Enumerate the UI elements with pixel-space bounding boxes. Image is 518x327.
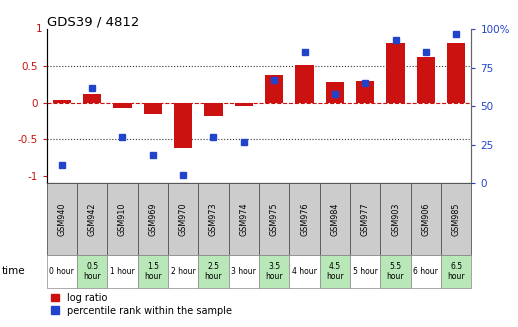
Bar — [77, 255, 107, 288]
Bar — [138, 183, 168, 255]
Bar — [259, 255, 290, 288]
Bar — [107, 183, 138, 255]
Text: 6.5
hour: 6.5 hour — [448, 262, 465, 281]
Bar — [259, 183, 290, 255]
Text: GSM973: GSM973 — [209, 202, 218, 236]
Text: time: time — [2, 267, 25, 276]
Text: GSM910: GSM910 — [118, 202, 127, 236]
Bar — [138, 255, 168, 288]
Text: 4.5
hour: 4.5 hour — [326, 262, 343, 281]
Text: 5 hour: 5 hour — [353, 267, 378, 276]
Text: 1: 1 — [36, 25, 42, 34]
Bar — [143, 103, 162, 114]
Text: GSM903: GSM903 — [391, 202, 400, 236]
Bar — [235, 103, 253, 106]
Bar — [417, 57, 435, 103]
Text: 4 hour: 4 hour — [292, 267, 317, 276]
Text: GSM985: GSM985 — [452, 202, 461, 236]
Bar — [53, 100, 71, 103]
Bar — [326, 82, 344, 103]
Text: 6 hour: 6 hour — [413, 267, 438, 276]
Bar — [411, 255, 441, 288]
Bar — [168, 183, 198, 255]
Bar — [447, 43, 465, 103]
Bar — [47, 183, 77, 255]
Bar — [265, 75, 283, 103]
Bar — [107, 255, 138, 288]
Bar — [83, 94, 101, 103]
Bar — [205, 103, 223, 116]
Text: GDS39 / 4812: GDS39 / 4812 — [47, 15, 139, 28]
Text: GSM975: GSM975 — [270, 202, 279, 236]
Text: 1 hour: 1 hour — [110, 267, 135, 276]
Bar — [411, 183, 441, 255]
Bar — [295, 64, 313, 103]
Bar — [441, 255, 471, 288]
Bar — [168, 255, 198, 288]
Text: GSM940: GSM940 — [57, 202, 66, 236]
Bar — [47, 255, 77, 288]
Bar — [320, 183, 350, 255]
Bar — [350, 255, 380, 288]
Text: 5.5
hour: 5.5 hour — [387, 262, 405, 281]
Text: GSM984: GSM984 — [330, 202, 339, 236]
Bar — [77, 183, 107, 255]
Text: GSM942: GSM942 — [88, 202, 97, 236]
Bar — [356, 81, 375, 103]
Text: GSM977: GSM977 — [361, 202, 370, 236]
Legend: log ratio, percentile rank within the sample: log ratio, percentile rank within the sa… — [51, 293, 232, 316]
Text: 0.5
hour: 0.5 hour — [83, 262, 101, 281]
Bar — [380, 255, 411, 288]
Text: 1.5
hour: 1.5 hour — [144, 262, 162, 281]
Text: GSM906: GSM906 — [421, 202, 430, 236]
Text: 2 hour: 2 hour — [171, 267, 195, 276]
Bar — [198, 255, 228, 288]
Bar — [290, 255, 320, 288]
Bar — [228, 183, 259, 255]
Text: GSM976: GSM976 — [300, 202, 309, 236]
Text: 0 hour: 0 hour — [49, 267, 74, 276]
Text: 3.5
hour: 3.5 hour — [265, 262, 283, 281]
Bar — [350, 183, 380, 255]
Bar — [198, 183, 228, 255]
Text: 2.5
hour: 2.5 hour — [205, 262, 222, 281]
Bar — [228, 255, 259, 288]
Bar — [386, 43, 405, 103]
Bar — [320, 255, 350, 288]
Bar — [380, 183, 411, 255]
Bar — [441, 183, 471, 255]
Text: GSM969: GSM969 — [148, 202, 157, 236]
Text: GSM974: GSM974 — [239, 202, 248, 236]
Bar — [290, 183, 320, 255]
Text: GSM970: GSM970 — [179, 202, 188, 236]
Bar — [113, 103, 132, 108]
Text: 3 hour: 3 hour — [232, 267, 256, 276]
Bar — [174, 103, 192, 148]
